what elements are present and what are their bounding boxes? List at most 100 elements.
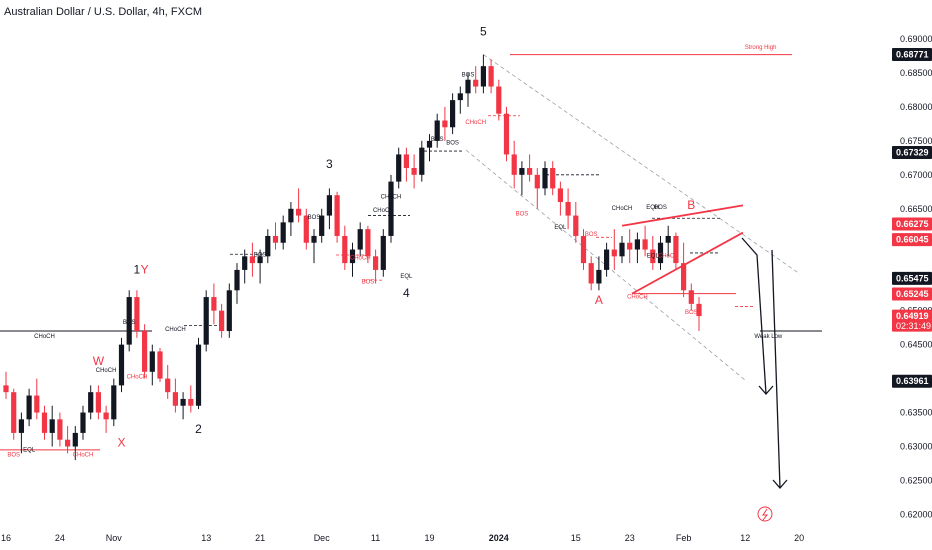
arrow-head <box>772 479 788 489</box>
structure-label: CHoCH <box>34 334 55 340</box>
candle-body <box>365 229 371 257</box>
price-label: 0.66045 <box>896 235 929 245</box>
channel-lower-line <box>465 149 746 381</box>
channel-upper-line <box>483 54 801 275</box>
structure-label: CHoCH <box>381 195 402 201</box>
candle-body <box>80 412 86 433</box>
candle-body <box>326 195 332 216</box>
candle-body <box>11 392 17 433</box>
candle-body <box>419 147 425 175</box>
price-label: 0.63961 <box>896 376 929 386</box>
structure-label: BOS <box>362 279 375 285</box>
structure-label: Weak Low <box>754 334 783 340</box>
candle-body <box>118 344 125 386</box>
candle-body <box>103 412 109 420</box>
x-tick-label: 2024 <box>489 533 509 543</box>
candle-body <box>442 120 448 128</box>
structure-label: CHoCH <box>127 375 148 381</box>
swing-label: 1 <box>134 262 141 276</box>
y-tick-label: 0.68500 <box>900 68 932 78</box>
candle-body <box>134 297 140 332</box>
x-tick-label: 15 <box>571 533 581 543</box>
candle-body <box>18 419 24 433</box>
swing-label: 2 <box>195 422 202 436</box>
swing-label: 4 <box>403 286 410 300</box>
candle-body <box>534 174 540 189</box>
structure-label: BOS <box>654 205 667 211</box>
candle-body <box>211 297 217 311</box>
price-label: 0.66275 <box>896 219 929 229</box>
wedge-upper-line <box>621 204 744 227</box>
structure-label: BOS <box>585 232 598 238</box>
structure-label: CHoCH <box>627 294 648 300</box>
candle-body <box>527 168 533 175</box>
time-axis[interactable]: 16 24 Nov 13 21 Dec 11 19 2024 15 23 Feb 12 20 <box>1 533 804 543</box>
candle-body <box>542 168 548 189</box>
candle-body <box>88 392 94 413</box>
price-label-box <box>892 217 932 231</box>
price-label-box <box>892 309 932 332</box>
candle-body <box>111 385 117 420</box>
price-label-box <box>892 271 932 285</box>
projection-arrow-short <box>741 237 767 395</box>
candle-body <box>496 86 502 114</box>
structure-label: Strong High <box>745 45 777 51</box>
price-label: 0.65475 <box>896 273 929 283</box>
candle-body <box>480 66 486 87</box>
candle-body <box>434 120 440 141</box>
structure-label: CHoCH <box>96 368 117 374</box>
candle-body <box>488 66 494 87</box>
x-tick-label: Nov <box>106 533 123 543</box>
candle-body <box>288 208 294 223</box>
candle-body <box>565 201 571 216</box>
candle-body <box>342 235 348 264</box>
structure-label: EQL <box>23 447 36 453</box>
lightning-icon <box>762 508 769 521</box>
candle-body <box>465 79 471 94</box>
candle-body <box>296 208 302 216</box>
candle-body <box>272 235 279 243</box>
candle-body <box>311 235 317 243</box>
structure-label: CHoCH <box>465 120 486 126</box>
lightning-icon <box>757 506 773 522</box>
candle-body <box>319 215 325 236</box>
candle-body <box>249 256 255 264</box>
structure-label: BOS <box>254 252 267 258</box>
swing-label: A <box>595 293 603 307</box>
y-tick-label: 0.62500 <box>900 475 932 485</box>
structure-label: EQL <box>647 254 660 260</box>
swing-label: B <box>687 198 695 212</box>
candle-body <box>165 378 171 393</box>
x-tick-label: 23 <box>625 533 635 543</box>
price-axis[interactable]: 0.69000 0.68500 0.68000 0.67500 0.67000 0.665… <box>892 34 932 519</box>
candle-body <box>242 256 248 270</box>
descending-channel <box>465 54 801 381</box>
wedge-lower-line <box>631 231 744 295</box>
candle-body <box>157 351 163 379</box>
candle-body <box>126 297 132 345</box>
price-label-box <box>892 287 932 301</box>
candle-body <box>511 154 517 175</box>
candle-body <box>257 256 263 264</box>
candle-body <box>65 439 71 447</box>
candle-body <box>26 395 32 420</box>
y-tick-label: 0.63000 <box>900 441 932 451</box>
structure-label: EQH <box>646 205 659 211</box>
x-tick-label: 11 <box>371 533 380 543</box>
y-tick-label: 0.67500 <box>900 136 932 146</box>
candle-body <box>57 419 63 440</box>
structure-label: BOS <box>516 212 529 218</box>
x-tick-label: 24 <box>55 533 65 543</box>
structure-label: BOS <box>431 137 444 143</box>
structure-lines <box>0 54 822 451</box>
structure-label: CHoCH <box>612 206 633 212</box>
swing-label: W <box>93 354 105 368</box>
x-tick-label: 13 <box>201 533 211 543</box>
y-tick-label: 0.63500 <box>900 408 932 418</box>
price-label: 0.64919 <box>896 311 929 321</box>
candle-body <box>180 398 186 406</box>
candle-body <box>142 331 148 372</box>
candle-body <box>473 79 479 87</box>
candles <box>3 54 702 461</box>
